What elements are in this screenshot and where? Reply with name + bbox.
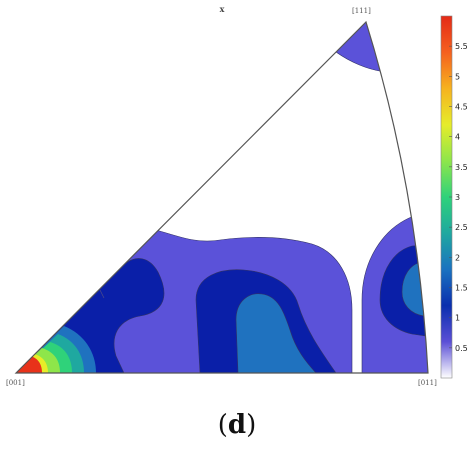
- colorbar-tick-label: 2: [455, 253, 460, 262]
- outline-level-3-center: [235, 293, 317, 373]
- colorbar-ticks: 0.5 1 1.5 2 2.5 3 3.5 4 4.5 5 5.5: [449, 42, 468, 353]
- axis-letter: x: [220, 4, 225, 14]
- outline-level-1-right: [361, 213, 428, 373]
- colorbar-tick-label: 1: [455, 314, 460, 323]
- contour-level-9-corner: [16, 356, 42, 373]
- outline-level-2-left: [113, 258, 165, 373]
- colorbar-tick-label: 1.5: [455, 284, 468, 293]
- panel-label: (d): [0, 410, 474, 440]
- outline-level-1-main: [155, 229, 353, 373]
- corner-label-001: [001]: [6, 379, 25, 387]
- panel-label-open: (: [217, 410, 228, 440]
- colorbar-tick-label: 2.5: [455, 223, 468, 232]
- colorbar-tick-label: 3: [455, 193, 460, 202]
- contour-level-3-center: [236, 293, 316, 373]
- corner-label-111: [111]: [352, 7, 371, 15]
- outline-level-2-right: [379, 243, 428, 339]
- outline-level-3-right: [401, 261, 428, 319]
- colorbar-tick-label: 3.5: [455, 163, 468, 172]
- ipf-triangle-boundary: [14, 20, 429, 374]
- panel-label-close: ): [246, 410, 257, 440]
- stray-mark: [99, 289, 105, 299]
- colorbar-tick-label: 5.5: [455, 42, 468, 51]
- colorbar-tick-label: 0.5: [455, 344, 468, 353]
- corner-label-011: [011]: [418, 379, 437, 387]
- outline-level-2-center: [195, 269, 337, 373]
- colorbar-tick-label: 4.5: [455, 103, 468, 112]
- colorbar: 0.5 1 1.5 2 2.5 3 3.5 4 4.5 5 5.5: [440, 15, 468, 379]
- contour-map: [16, 22, 428, 373]
- panel-label-letter: d: [227, 410, 247, 440]
- colorbar-tick-label: 4: [455, 133, 460, 142]
- colorbar-tick-label: 5: [455, 72, 460, 81]
